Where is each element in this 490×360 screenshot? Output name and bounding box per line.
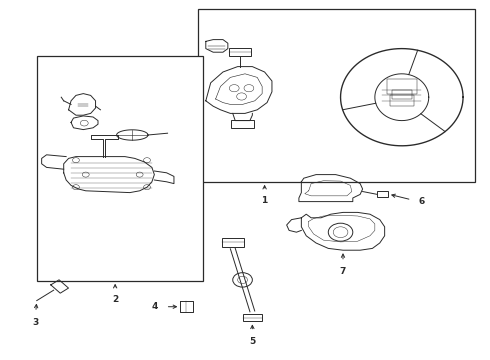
Bar — [231, 120, 254, 128]
Bar — [392, 90, 412, 99]
Text: 7: 7 — [340, 267, 346, 276]
Bar — [243, 314, 262, 321]
Bar — [390, 95, 414, 106]
Bar — [387, 79, 416, 94]
Text: 3: 3 — [33, 318, 39, 327]
Text: 2: 2 — [112, 295, 118, 304]
Bar — [229, 48, 251, 56]
Bar — [37, 56, 203, 281]
Bar — [198, 9, 475, 182]
Text: 4: 4 — [152, 302, 158, 311]
Bar — [377, 191, 388, 197]
Text: 1: 1 — [262, 196, 268, 205]
Text: 5: 5 — [249, 337, 255, 346]
Bar — [222, 238, 244, 247]
Text: 6: 6 — [419, 197, 425, 206]
